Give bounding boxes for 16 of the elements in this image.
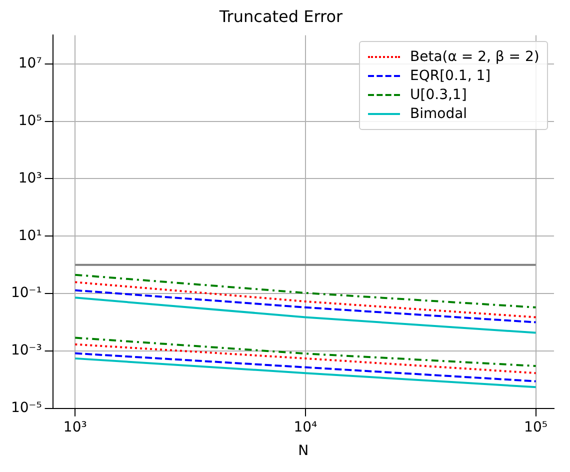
y-tick-label: 10⁻³ — [10, 342, 42, 359]
legend-label: U[0.3,1] — [410, 87, 467, 104]
legend-label: Bimodal — [410, 106, 468, 122]
legend-label: Beta(α = 2, β = 2) — [410, 49, 540, 66]
y-tick-label: 10⁷ — [18, 56, 42, 72]
y-tick-label: 10⁻⁵ — [10, 400, 42, 416]
x-tick-label: 10⁵ — [524, 419, 548, 436]
y-tick-label: 10³ — [18, 170, 42, 186]
x-axis-title: N — [298, 443, 309, 460]
y-tick-label: 10⁵ — [18, 112, 42, 129]
y-tick-label: 10⁻¹ — [10, 285, 42, 302]
legend-label: EQR[0.1, 1] — [410, 68, 491, 84]
chart-title: Truncated Error — [218, 6, 344, 26]
y-tick-label: 10¹ — [18, 228, 42, 244]
x-tick-label: 10⁴ — [294, 419, 318, 436]
x-tick-label: 10³ — [63, 419, 87, 436]
